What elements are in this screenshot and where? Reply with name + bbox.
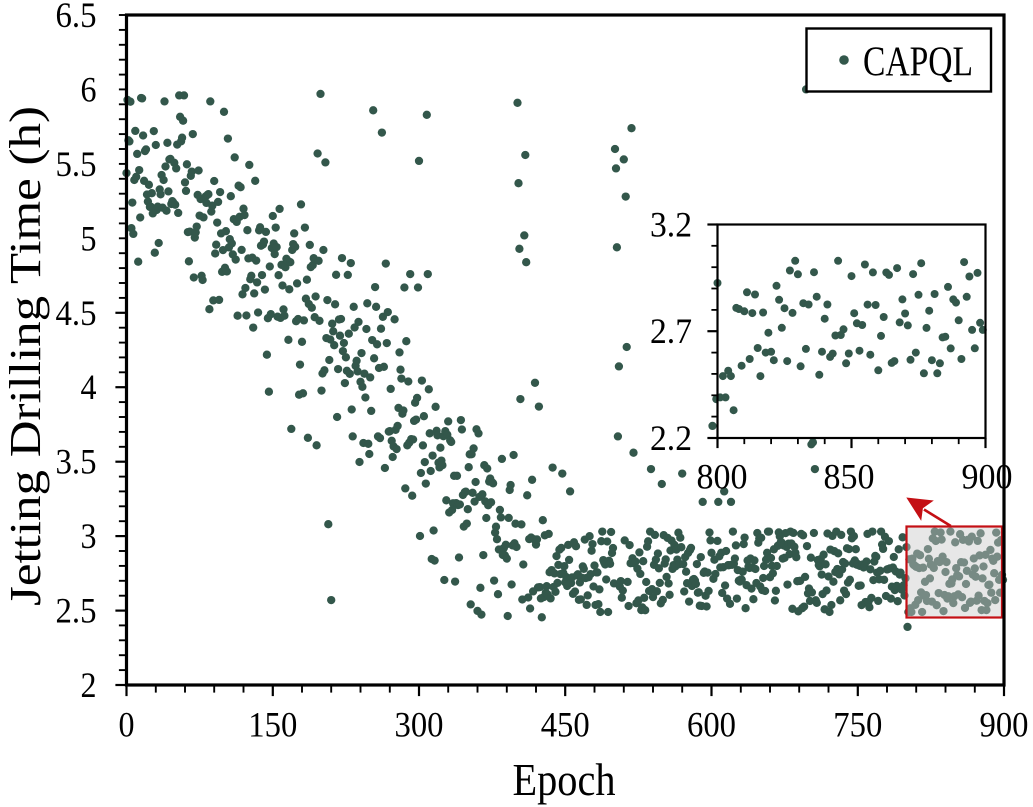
svg-text:Epoch: Epoch (513, 755, 616, 805)
svg-text:2: 2 (81, 665, 97, 705)
svg-text:Jetting Drilling Time (h): Jetting Drilling Time (h) (1, 106, 50, 606)
svg-text:450: 450 (541, 705, 590, 745)
svg-text:5.5: 5.5 (56, 144, 97, 184)
svg-text:850: 850 (824, 457, 875, 497)
svg-text:2.2: 2.2 (650, 418, 692, 458)
svg-text:3: 3 (81, 516, 97, 556)
svg-text:900: 900 (980, 705, 1029, 745)
svg-text:3.2: 3.2 (650, 205, 692, 245)
svg-text:300: 300 (395, 705, 444, 745)
svg-text:6.5: 6.5 (56, 0, 97, 35)
svg-text:0: 0 (119, 705, 135, 745)
svg-text:150: 150 (248, 705, 297, 745)
svg-text:CAPQL: CAPQL (863, 39, 973, 86)
svg-text:900: 900 (962, 457, 1013, 497)
svg-text:2.7: 2.7 (650, 311, 692, 351)
svg-text:2.5: 2.5 (56, 591, 97, 631)
svg-text:4.5: 4.5 (56, 293, 97, 333)
svg-text:5: 5 (81, 218, 97, 258)
svg-text:3.5: 3.5 (56, 442, 97, 482)
svg-text:750: 750 (833, 705, 882, 745)
svg-text:6: 6 (81, 69, 97, 109)
svg-text:600: 600 (687, 705, 736, 745)
svg-text:800: 800 (697, 457, 748, 497)
svg-text:4: 4 (81, 367, 97, 407)
